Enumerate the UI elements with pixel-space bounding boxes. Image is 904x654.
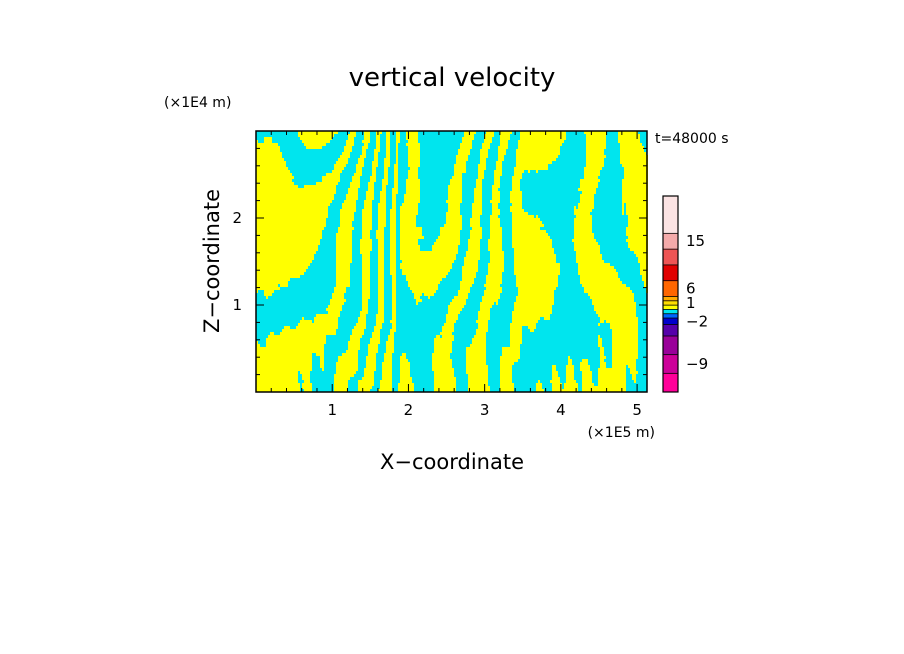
colorbar-level — [663, 264, 678, 281]
y-axis-label: Z−coordinate — [200, 189, 224, 333]
colorbar-level — [663, 324, 678, 336]
x-tick-label: 2 — [404, 401, 414, 419]
colorbar: −9 −216 15 — [662, 195, 708, 393]
colorbar-level — [663, 354, 678, 374]
colorbar-label: 1 — [686, 294, 696, 312]
x-axis-label: X−coordinate — [380, 450, 524, 474]
positive-velocity-regions — [256, 131, 648, 392]
x-tick-label: 1 — [327, 401, 337, 419]
y-tick-label: 2 — [232, 209, 242, 227]
colorbar-level — [663, 313, 678, 319]
colorbar-level — [663, 233, 678, 250]
time-label: t=48000 s — [655, 131, 729, 147]
colorbar-label: 15 — [686, 232, 705, 250]
x-scale-label: (×1E5 m) — [588, 425, 655, 441]
y-axis: 12 — [232, 147, 647, 376]
colorbar-label: −9 — [686, 355, 708, 373]
colorbar-level — [663, 318, 678, 325]
plot-frame — [255, 130, 648, 393]
colorbar-level — [663, 249, 678, 265]
colorbar-level — [663, 336, 678, 355]
chart-title: vertical velocity — [349, 63, 556, 93]
colorbar-level — [663, 196, 678, 234]
colorbar-level — [663, 305, 678, 310]
x-tick-label: 3 — [480, 401, 490, 419]
colorbar-level — [663, 300, 678, 306]
colorbar-frame — [662, 195, 679, 393]
velocity-field — [256, 131, 648, 392]
x-tick-label: 4 — [556, 401, 566, 419]
colorbar-label: −2 — [686, 312, 708, 330]
colorbar-label: 6 — [686, 280, 696, 298]
colorbar-level — [663, 296, 678, 301]
y-tick-label: 1 — [232, 296, 242, 314]
colorbar-level — [663, 373, 678, 392]
x-tick-label: 5 — [632, 401, 642, 419]
colorbar-level — [663, 280, 678, 297]
colorbar-level — [663, 309, 678, 314]
y-scale-label: (×1E4 m) — [164, 95, 231, 111]
x-axis: 1 2 3 4 5 — [270, 131, 642, 419]
